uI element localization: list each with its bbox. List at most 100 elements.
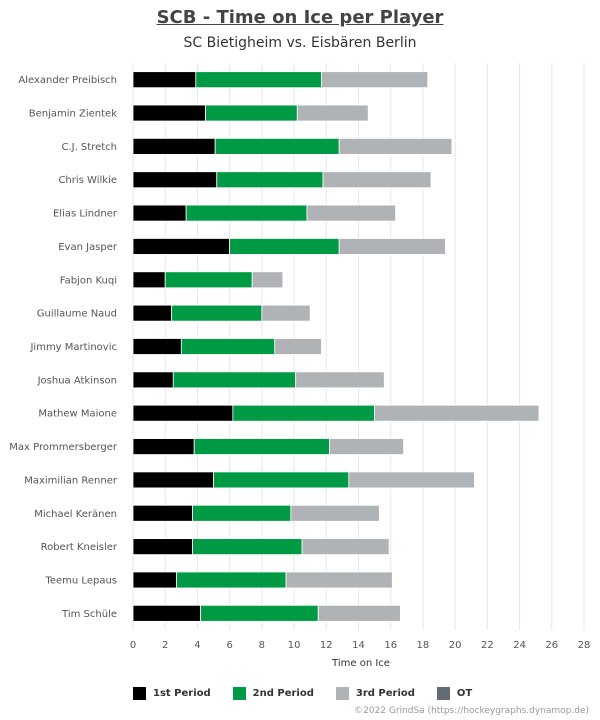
- legend-swatch: [133, 687, 146, 700]
- bar-segment: [171, 304, 263, 322]
- bar-segment: [132, 571, 177, 589]
- y-tick-label: Max Prommersberger: [9, 442, 118, 453]
- legend-item: OT: [436, 687, 473, 700]
- bars: [132, 71, 540, 622]
- y-tick-label: Chris Wilkie: [58, 175, 117, 186]
- y-tick-label: Guillaume Naud: [37, 309, 117, 320]
- bar-segment: [229, 238, 340, 255]
- bar-segment: [216, 171, 324, 189]
- bar-segment: [132, 438, 195, 455]
- x-tick-label: 10: [288, 640, 301, 651]
- x-tick-label: 28: [578, 640, 591, 651]
- bar-segment: [164, 271, 253, 289]
- bar-segment: [338, 238, 446, 255]
- y-tick-label: Evan Jasper: [58, 242, 118, 253]
- bar-segment: [132, 71, 197, 89]
- legend-label: 3rd Period: [355, 688, 415, 699]
- bar-segment: [132, 238, 231, 255]
- x-tick-label: 16: [384, 640, 397, 651]
- credit-text: ©2022 GrindSa (https://hockeygraphs.dyna…: [354, 706, 589, 716]
- bar-segment: [176, 571, 287, 589]
- bar-segment: [306, 204, 396, 222]
- y-tick-label: Fabjon Kuqi: [60, 275, 117, 286]
- legend-item: 2nd Period: [232, 687, 314, 700]
- legend-swatch: [335, 687, 349, 700]
- x-tick-label: 18: [417, 640, 430, 651]
- bar-segment: [200, 604, 319, 622]
- bar-segment: [274, 338, 322, 355]
- x-tick-label: 2: [162, 640, 168, 651]
- bar-segment: [285, 571, 393, 589]
- legend-swatch: [232, 687, 246, 700]
- time-on-ice-chart: Alexander Preibisch Benjamin Zientek C.J. …: [9, 63, 591, 669]
- bar-segment: [301, 538, 390, 556]
- bar-segment: [290, 504, 380, 522]
- y-tick-label: Maximilian Renner: [24, 475, 118, 486]
- y-tick-label: Alexander Preibisch: [18, 75, 117, 86]
- x-tick-label: 12: [320, 640, 333, 651]
- y-tick-label: Elias Lindner: [53, 209, 118, 220]
- bar-segment: [132, 404, 234, 422]
- x-tick-label: 6: [226, 640, 232, 651]
- bar-segment: [192, 538, 303, 556]
- bar-segment: [329, 438, 404, 455]
- legend-label: 2nd Period: [252, 688, 314, 699]
- bar-segment: [214, 137, 340, 155]
- bar-segment: [132, 304, 173, 322]
- bar-segment: [374, 404, 540, 422]
- legend-label: OT: [456, 688, 473, 699]
- y-tick-label: C.J. Stretch: [61, 142, 117, 153]
- grid-lines: [132, 63, 585, 630]
- bar-segment: [132, 137, 216, 155]
- bar-segment: [321, 71, 429, 89]
- legend-item: 3rd Period: [335, 687, 415, 700]
- bar-segment: [132, 604, 202, 622]
- bar-segment: [192, 504, 292, 522]
- x-tick-label: 4: [194, 640, 200, 651]
- y-tick-label: Mathew Maione: [38, 409, 117, 420]
- y-tick-label: Michael Keränen: [34, 509, 117, 520]
- x-tick-labels: 0 2 4 6 8 10 12 14 16 18 20 22 24 26 28: [130, 640, 591, 651]
- y-tick-label: Teemu Lepaus: [44, 575, 117, 586]
- legend-swatch: [436, 687, 450, 700]
- bar-segment: [132, 204, 187, 222]
- bar-segment: [317, 604, 401, 622]
- bar-segment: [205, 104, 298, 122]
- y-tick-labels: Alexander Preibisch Benjamin Zientek C.J. …: [9, 75, 118, 620]
- bar-segment: [132, 104, 206, 122]
- x-tick-label: 8: [259, 640, 265, 651]
- y-tick-label: Joshua Atkinson: [37, 375, 117, 386]
- legend-item: 1st Period: [133, 687, 211, 700]
- bar-segment: [261, 304, 311, 322]
- x-tick-label: 24: [513, 640, 526, 651]
- bar-segment: [132, 504, 193, 522]
- x-tick-label: 14: [352, 640, 365, 651]
- bar-segment: [132, 538, 193, 556]
- bar-segment: [132, 371, 174, 389]
- x-tick-label: 26: [545, 640, 558, 651]
- bar-segment: [322, 171, 432, 189]
- bar-segment: [180, 338, 276, 355]
- bar-segment: [132, 171, 218, 189]
- bar-segment: [132, 471, 214, 489]
- bar-segment: [193, 438, 330, 455]
- x-tick-label: 22: [481, 640, 494, 651]
- bar-segment: [338, 137, 453, 155]
- bar-segment: [172, 371, 297, 389]
- bar-segment: [195, 71, 322, 89]
- y-tick-label: Jimmy Martinovic: [29, 342, 117, 353]
- bar-segment: [296, 104, 369, 122]
- bar-segment: [132, 271, 166, 289]
- legend: 1st Period 2nd Period 3rd Period OT: [133, 687, 494, 700]
- chart-title: SCB - Time on Ice per Player: [156, 7, 444, 28]
- x-tick-label: 0: [130, 640, 136, 651]
- y-tick-label: Robert Kneisler: [41, 542, 118, 553]
- bar-segment: [213, 471, 350, 489]
- legend-label: 1st Period: [153, 688, 211, 699]
- bar-segment: [295, 371, 385, 389]
- x-axis-title: Time on Ice: [331, 658, 390, 669]
- y-tick-label: Benjamin Zientek: [29, 109, 117, 120]
- bar-segment: [132, 338, 182, 355]
- bar-segment: [348, 471, 475, 489]
- y-tick-label: Tim Schüle: [61, 609, 117, 620]
